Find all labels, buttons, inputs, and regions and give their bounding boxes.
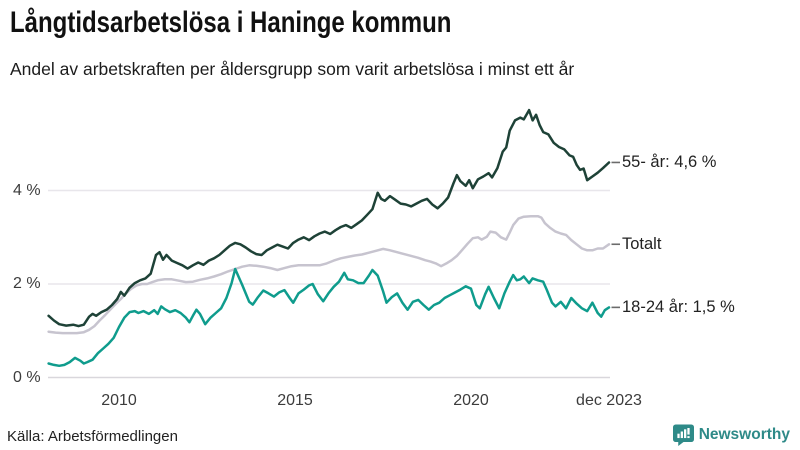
series-line-55-r bbox=[47, 108, 611, 328]
page-title: Långtidsarbetslösa i Haninge kommun bbox=[10, 6, 452, 39]
series-line-18-24-r bbox=[47, 267, 611, 368]
series-label-18-24-ar: 18-24 år: 1,5 % bbox=[622, 298, 735, 317]
page-subtitle: Andel av arbetskraften per åldersgrupp s… bbox=[10, 59, 575, 79]
series-line-totalt bbox=[47, 214, 611, 335]
x-axis-tick-dec-2023: dec 2023 bbox=[576, 392, 642, 409]
newsworthy-wordmark: Newsworthy bbox=[698, 426, 790, 443]
x-axis-tick-2015: 2015 bbox=[277, 392, 313, 409]
x-axis-tick-2020: 2020 bbox=[453, 392, 489, 409]
series-label-55-ar: 55- år: 4,6 % bbox=[622, 153, 717, 172]
y-axis-tick-4: 4 % bbox=[13, 181, 41, 199]
newsworthy-logo: Newsworthy bbox=[672, 424, 790, 446]
y-axis-tick-0: 0 % bbox=[13, 368, 41, 386]
y-axis-tick-2: 2 % bbox=[13, 275, 41, 292]
source-note: Källa: Arbetsförmedlingen bbox=[7, 428, 178, 445]
newsworthy-bar-chart-icon bbox=[672, 424, 694, 446]
series-label-totalt: Totalt bbox=[622, 235, 662, 254]
x-axis-tick-2010: 2010 bbox=[101, 392, 137, 409]
